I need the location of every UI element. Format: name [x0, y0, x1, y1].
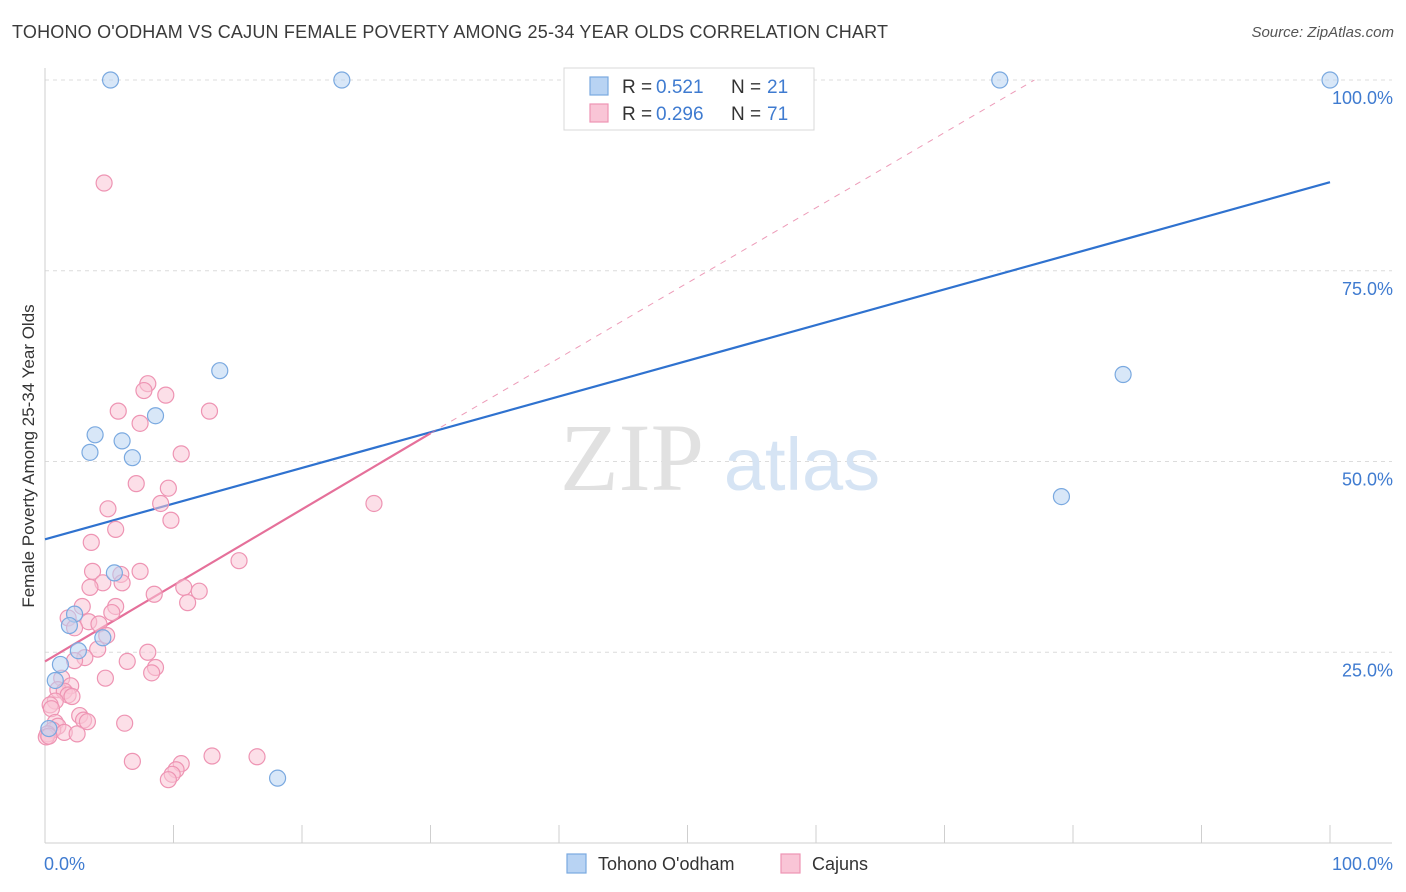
point-cajuns — [203, 747, 221, 765]
watermark-atlas: atlas — [724, 423, 880, 506]
bottom-legend: Tohono O'odham Cajuns — [566, 853, 868, 874]
point-cajuns — [162, 511, 180, 529]
point-cajuns — [109, 402, 127, 420]
watermark: ZIP atlas — [560, 404, 880, 511]
point-cajuns — [68, 725, 86, 743]
point-cajuns — [159, 479, 177, 497]
bottom-legend-swatch-cajuns — [780, 853, 801, 874]
point-cajuns — [190, 582, 208, 600]
point-tohono — [86, 426, 104, 444]
point-cajuns — [95, 174, 113, 192]
point-cajuns — [159, 771, 177, 789]
point-tohono — [51, 655, 70, 674]
point-cajuns — [135, 381, 153, 400]
legend-r-label: R = — [622, 104, 652, 125]
legend-n-value: 71 — [767, 104, 788, 125]
legend: R = 0.521 N = 21 R = 0.296 N = 71 — [563, 67, 815, 131]
point-tohono — [69, 642, 88, 660]
point-cajuns — [145, 585, 163, 603]
legend-swatch-blue — [589, 76, 609, 96]
point-tohono — [81, 443, 99, 461]
bottom-legend-label-tohono: Tohono O'odham — [598, 854, 735, 874]
point-cajuns — [230, 552, 248, 570]
point-tohono — [46, 671, 64, 690]
legend-r-value: 0.521 — [656, 77, 704, 98]
y-tick-label: 25.0% — [1342, 660, 1393, 680]
bottom-legend-swatch-tohono — [566, 853, 587, 874]
point-tohono — [40, 719, 58, 738]
point-tohono — [94, 629, 112, 647]
point-cajuns — [103, 603, 121, 622]
y-axis-label: Female Poverty Among 25-34 Year Olds — [19, 304, 38, 607]
source-label: Source: ZipAtlas.com — [1251, 24, 1394, 41]
point-cajuns — [107, 520, 125, 539]
point-cajuns — [96, 669, 114, 687]
bottom-legend-label-cajuns: Cajuns — [812, 854, 868, 874]
point-cajuns — [175, 578, 193, 596]
point-cajuns — [81, 578, 99, 596]
trend-line-tohono — [44, 181, 1331, 541]
point-cajuns — [78, 713, 97, 731]
point-cajuns — [139, 643, 157, 661]
legend-n-value: 21 — [767, 77, 788, 98]
point-cajuns — [116, 714, 134, 732]
y-tick-label: 50.0% — [1342, 470, 1393, 490]
point-cajuns — [157, 386, 175, 404]
trend-lines — [44, 79, 1331, 663]
point-cajuns — [365, 494, 383, 513]
trend-line-extension-cajuns — [430, 79, 1035, 434]
point-cajuns — [123, 752, 141, 770]
point-tohono — [211, 362, 229, 380]
point-tohono — [123, 449, 141, 467]
point-tohono — [1114, 365, 1132, 384]
point-cajuns — [127, 475, 145, 493]
point-tohono — [146, 407, 165, 425]
point-tohono — [1052, 487, 1071, 506]
point-cajuns — [248, 748, 266, 766]
y-tick-label: 75.0% — [1342, 279, 1393, 299]
point-tohono — [101, 71, 120, 89]
point-tohono — [268, 769, 287, 787]
trend-line-cajuns — [44, 432, 432, 663]
legend-r-label: R = — [622, 77, 652, 98]
point-tohono — [1321, 71, 1339, 89]
x-tick-label: 100.0% — [1332, 854, 1393, 874]
point-cajuns — [143, 664, 161, 682]
point-cajuns — [118, 652, 136, 671]
point-tohono — [991, 71, 1009, 89]
point-tohono — [333, 71, 351, 89]
point-tohono — [113, 432, 131, 450]
y-tick-label: 100.0% — [1332, 88, 1393, 108]
point-cajuns — [172, 445, 190, 463]
point-cajuns — [131, 414, 149, 432]
point-cajuns — [82, 533, 100, 551]
point-cajuns — [63, 687, 81, 706]
point-cajuns — [179, 594, 197, 612]
legend-swatch-pink — [589, 103, 609, 123]
axes: 25.0% 50.0% 75.0% 100.0% 0.0% 100.0% — [44, 68, 1393, 874]
legend-n-label: N = — [731, 104, 761, 125]
x-tick-label: 0.0% — [44, 854, 85, 874]
data-points — [37, 71, 1339, 789]
point-tohono — [60, 616, 79, 635]
point-cajuns — [152, 494, 170, 513]
legend-n-label: N = — [731, 77, 761, 98]
gridlines — [45, 79, 1392, 653]
point-cajuns — [200, 402, 219, 420]
watermark-zip: ZIP — [560, 404, 704, 511]
point-tohono — [105, 564, 123, 582]
chart-title: TOHONO O'ODHAM VS CAJUN FEMALE POVERTY A… — [12, 22, 889, 42]
point-cajuns — [99, 500, 117, 518]
legend-r-value: 0.296 — [656, 104, 704, 125]
point-cajuns — [131, 562, 149, 580]
